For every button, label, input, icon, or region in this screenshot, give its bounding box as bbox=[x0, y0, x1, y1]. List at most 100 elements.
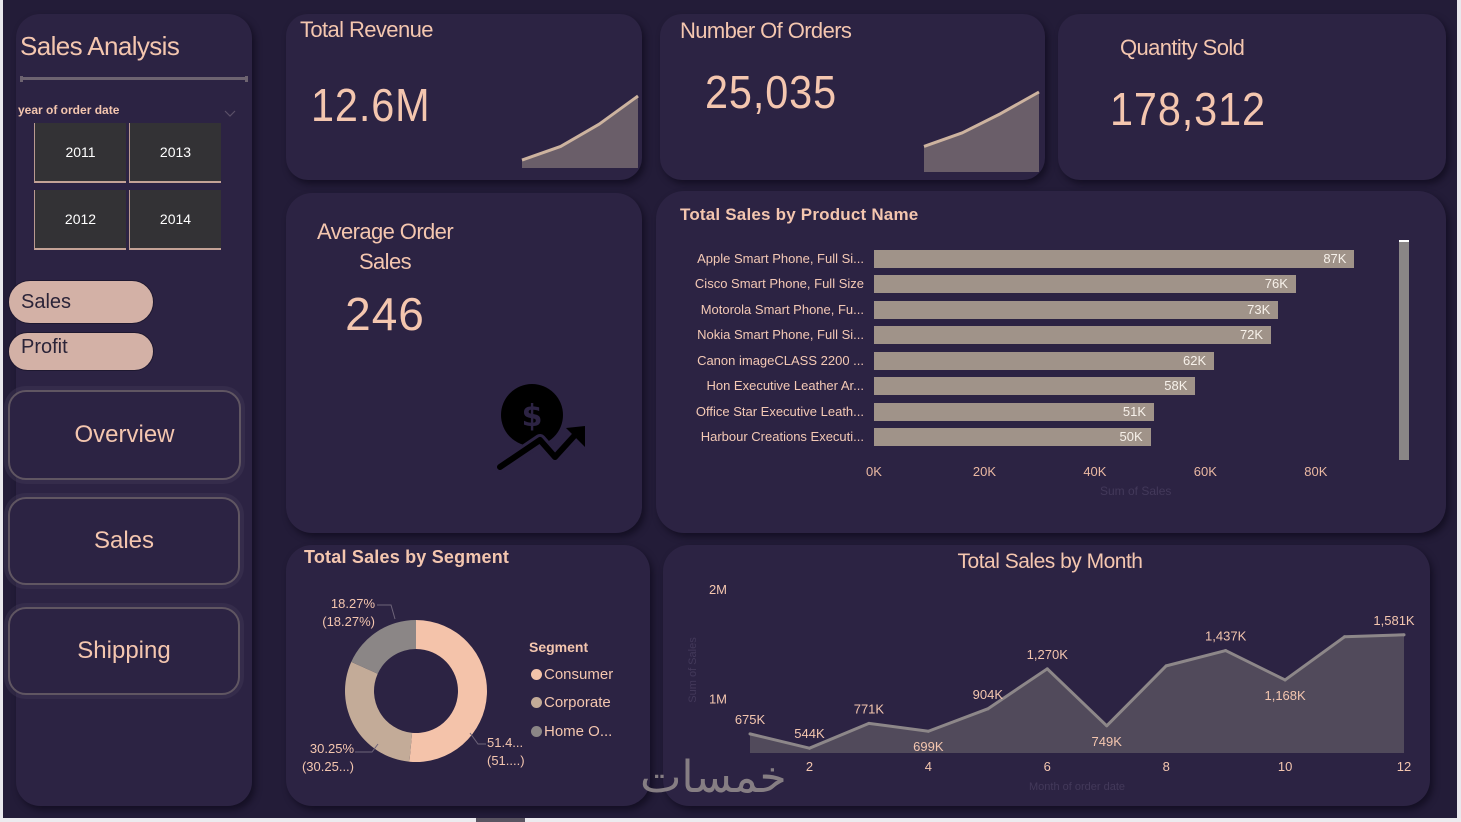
bar[interactable]: 51K bbox=[874, 402, 1154, 421]
data-point[interactable] bbox=[926, 729, 930, 733]
bar[interactable]: 76K bbox=[874, 275, 1296, 294]
leader-line bbox=[355, 743, 379, 753]
bar[interactable]: 87K bbox=[874, 250, 1355, 268]
data-point[interactable] bbox=[748, 732, 752, 736]
legend-dot-icon bbox=[531, 697, 542, 708]
donut-data-label: 18.27% bbox=[330, 596, 375, 611]
number-of-orders-title: Number Of Orders bbox=[680, 18, 852, 43]
legend-item[interactable]: Consumer bbox=[531, 665, 613, 683]
data-point[interactable] bbox=[1164, 664, 1168, 668]
donut-data-label: 30.25% bbox=[309, 741, 354, 756]
window-edge-left bbox=[0, 0, 3, 822]
year-tile-2012[interactable]: 2012 bbox=[34, 190, 126, 250]
number-of-orders-card: Number Of Orders 25,035 bbox=[660, 14, 1045, 180]
data-point[interactable] bbox=[1224, 649, 1228, 653]
data-label: 1,437K bbox=[1205, 629, 1247, 644]
bar-category-label: Canon imageCLASS 2200 ... bbox=[697, 352, 864, 368]
quantity-sold-value: 178,312 bbox=[1110, 83, 1266, 135]
x-tick-label: 80K bbox=[1304, 464, 1328, 479]
x-tick-label: 20K bbox=[972, 464, 997, 479]
x-tick-label: 12 bbox=[1397, 759, 1411, 774]
bar-value-label: 50K bbox=[1119, 429, 1143, 444]
total-revenue-value: 12.6M bbox=[311, 79, 431, 131]
bar-category-label: Harbour Creations Executi... bbox=[700, 429, 864, 444]
donut-data-label: (18.27%) bbox=[322, 614, 375, 629]
chart-scrollbar[interactable] bbox=[1399, 240, 1409, 460]
legend-label: Corporate bbox=[544, 694, 611, 711]
bar-value-label: 87K bbox=[1323, 251, 1347, 266]
bar[interactable]: 58K bbox=[874, 377, 1196, 396]
average-order-sales-title-line2: Sales bbox=[358, 249, 412, 274]
profit-measure-button[interactable]: Profit bbox=[8, 332, 154, 371]
bar-value-label: 73K bbox=[1247, 301, 1271, 317]
sales-by-segment-title: Total Sales by Segment bbox=[304, 547, 510, 567]
data-point[interactable] bbox=[1045, 667, 1049, 671]
data-point[interactable] bbox=[1343, 635, 1347, 639]
data-label: 904K bbox=[973, 687, 1004, 702]
donut-slice-corporate[interactable] bbox=[345, 661, 413, 762]
bar-plot-area: Apple Smart Phone, Full Si... 87K Cisco Sm… bbox=[656, 191, 1446, 533]
y-tick-label: 1M bbox=[709, 691, 727, 706]
chevron-down-icon[interactable] bbox=[224, 105, 236, 117]
total-revenue-card: Total Revenue 12.6M bbox=[286, 14, 642, 180]
total-revenue-sparkline bbox=[521, 94, 639, 168]
data-label: 771K bbox=[854, 701, 885, 716]
sales-by-month-title: Total Sales by Month bbox=[957, 550, 1143, 573]
legend-dot-icon bbox=[531, 725, 542, 737]
y-axis-title: Sum of Sales bbox=[687, 637, 699, 703]
x-tick-label: 10 bbox=[1278, 759, 1292, 774]
sales-by-product-title: Total Sales by Product Name bbox=[680, 205, 919, 224]
donut-slice-consumer[interactable] bbox=[409, 620, 487, 762]
nav-shipping-button[interactable]: Shipping bbox=[8, 607, 240, 695]
year-slicer: 2011 2012 2013 2014 bbox=[34, 123, 221, 250]
year-slicer-label: year of order date bbox=[18, 103, 120, 117]
orders-sparkline-area bbox=[924, 92, 1039, 172]
series-line bbox=[749, 633, 1405, 750]
bar-category-label: Apple Smart Phone, Full Si... bbox=[697, 251, 864, 266]
y-tick-label: 2M bbox=[709, 582, 727, 597]
data-point[interactable] bbox=[986, 707, 990, 711]
report-title: Sales Analysis bbox=[20, 31, 180, 61]
nav-sales-button[interactable]: Sales bbox=[8, 497, 240, 585]
data-point[interactable] bbox=[807, 746, 811, 750]
year-tile-label: 2011 bbox=[65, 144, 96, 160]
total-revenue-title: Total Revenue bbox=[300, 17, 433, 42]
data-label: 1,581K bbox=[1373, 613, 1415, 628]
page-tab[interactable] bbox=[476, 818, 525, 822]
title-divider bbox=[20, 76, 248, 82]
year-tile-2013[interactable]: 2013 bbox=[129, 123, 221, 183]
bar[interactable]: 72K bbox=[874, 326, 1272, 345]
nav-overview-button[interactable]: Overview bbox=[8, 390, 241, 480]
sales-measure-label: Sales bbox=[21, 290, 72, 313]
data-point[interactable] bbox=[1283, 678, 1287, 682]
profit-measure-label: Profit bbox=[21, 336, 68, 358]
bar-category-label: Motorola Smart Phone, Fu... bbox=[700, 301, 864, 317]
bar[interactable]: 62K bbox=[874, 351, 1215, 370]
year-tile-2014[interactable]: 2014 bbox=[129, 190, 221, 250]
sales-measure-button[interactable]: Sales bbox=[8, 280, 154, 324]
quantity-sold-card: Quantity Sold 178,312 bbox=[1058, 14, 1446, 180]
year-tile-label: 2013 bbox=[159, 144, 192, 160]
nav-overview-label: Overview bbox=[74, 421, 175, 448]
sidebar-panel: Sales Analysis year of order date 2011 2… bbox=[8, 14, 252, 806]
legend-item[interactable]: Corporate bbox=[531, 694, 611, 712]
money-growth-icon: $ bbox=[495, 384, 585, 473]
bar[interactable]: 50K bbox=[874, 428, 1151, 446]
x-tick-label: 8 bbox=[1163, 759, 1170, 774]
data-label: 749K bbox=[1092, 734, 1123, 749]
data-point[interactable] bbox=[1402, 633, 1406, 637]
year-tile-2011[interactable]: 2011 bbox=[34, 123, 126, 183]
nav-shipping-label: Shipping bbox=[77, 637, 171, 664]
x-tick-label: 2 bbox=[806, 759, 813, 774]
legend-item[interactable]: Home O... bbox=[531, 722, 612, 740]
svg-text:$: $ bbox=[522, 399, 543, 434]
bar-value-label: 76K bbox=[1264, 276, 1288, 292]
bar-value-label: 58K bbox=[1164, 378, 1188, 394]
x-tick-label: 0K bbox=[866, 464, 882, 479]
data-point[interactable] bbox=[1105, 724, 1109, 728]
quantity-sold-title: Quantity Sold bbox=[1120, 35, 1245, 60]
year-tile-label: 2014 bbox=[159, 211, 192, 227]
bar[interactable]: 73K bbox=[874, 300, 1279, 319]
donut-slice-home-office[interactable] bbox=[351, 620, 416, 674]
data-point[interactable] bbox=[867, 721, 871, 725]
